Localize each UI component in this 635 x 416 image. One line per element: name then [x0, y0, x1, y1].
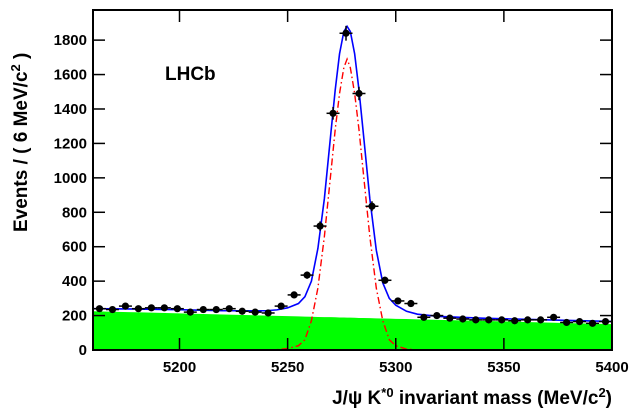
data-point: [199, 305, 207, 314]
data-point: [160, 304, 168, 312]
label-part: ): [606, 388, 612, 409]
data-points: [93, 25, 612, 327]
data-point: [147, 304, 155, 312]
data-point: [550, 313, 558, 321]
data-point: [407, 299, 415, 308]
data-point: [472, 316, 480, 324]
y-tick-label: 200: [62, 308, 87, 325]
data-point: [277, 302, 285, 310]
data-point: [212, 305, 220, 314]
data-point: [524, 316, 532, 324]
data-point: [537, 316, 545, 324]
data-point: [575, 317, 584, 326]
y-tick-label: 600: [62, 239, 87, 256]
data-point: [264, 309, 272, 317]
signal-curve: [93, 57, 612, 350]
label-part: Events / ( 6 MeV/c: [11, 71, 32, 232]
label-part: 2: [598, 385, 605, 400]
x-axis-label: J/ψ K*0 invariant mass (MeV/c2): [332, 385, 612, 410]
data-point: [355, 89, 363, 98]
data-point: [121, 302, 130, 310]
data-point: [186, 308, 194, 316]
data-point: [433, 311, 441, 320]
data-point: [511, 317, 519, 325]
data-point: [562, 318, 571, 327]
y-tick-label: 1600: [54, 67, 87, 84]
y-axis-label: Events / ( 6 MeV/c2 ): [8, 53, 33, 232]
data-point: [601, 317, 610, 326]
y-tick-label: 1400: [54, 101, 87, 118]
data-point: [381, 276, 389, 284]
data-point: [446, 314, 454, 322]
x-tick-label: 5250: [271, 359, 304, 376]
label-part: *0: [381, 385, 393, 400]
frame: [92, 9, 613, 351]
data-point: [329, 109, 337, 117]
data-point: [368, 202, 376, 210]
x-tick-label: 5350: [487, 359, 520, 376]
data-point: [498, 316, 506, 324]
data-point: [134, 305, 143, 313]
data-point: [251, 308, 259, 316]
data-point: [588, 319, 597, 327]
background-area: [93, 311, 612, 350]
data-point: [290, 291, 298, 299]
data-point: [485, 316, 493, 324]
x-tick-label: 5400: [595, 359, 628, 376]
label-part: 2: [8, 64, 23, 71]
data-point: [173, 305, 181, 313]
label-part: J/ψ K: [332, 388, 381, 409]
data-point: [303, 271, 311, 279]
x-tick-label: 5300: [379, 359, 412, 376]
data-point: [108, 305, 117, 314]
y-tick-label: 400: [62, 273, 87, 290]
y-tick-label: 1200: [54, 135, 87, 152]
data-point: [342, 29, 350, 37]
data-point: [316, 222, 324, 230]
y-tick-label: 800: [62, 204, 87, 221]
data-point: [95, 305, 104, 313]
data-point: [238, 307, 246, 315]
annotation: LHCb: [165, 64, 216, 85]
y-tick-label: 1000: [54, 170, 87, 187]
label-part: ): [11, 53, 32, 65]
data-point: [225, 305, 233, 313]
y-tick-label: 0: [79, 342, 87, 359]
x-tick-label: 5200: [163, 359, 196, 376]
y-tick-label: 1800: [54, 32, 87, 49]
data-point: [394, 297, 402, 305]
data-point: [459, 315, 467, 323]
data-point: [420, 313, 428, 321]
label-part: invariant mass (MeV/c: [394, 388, 599, 409]
